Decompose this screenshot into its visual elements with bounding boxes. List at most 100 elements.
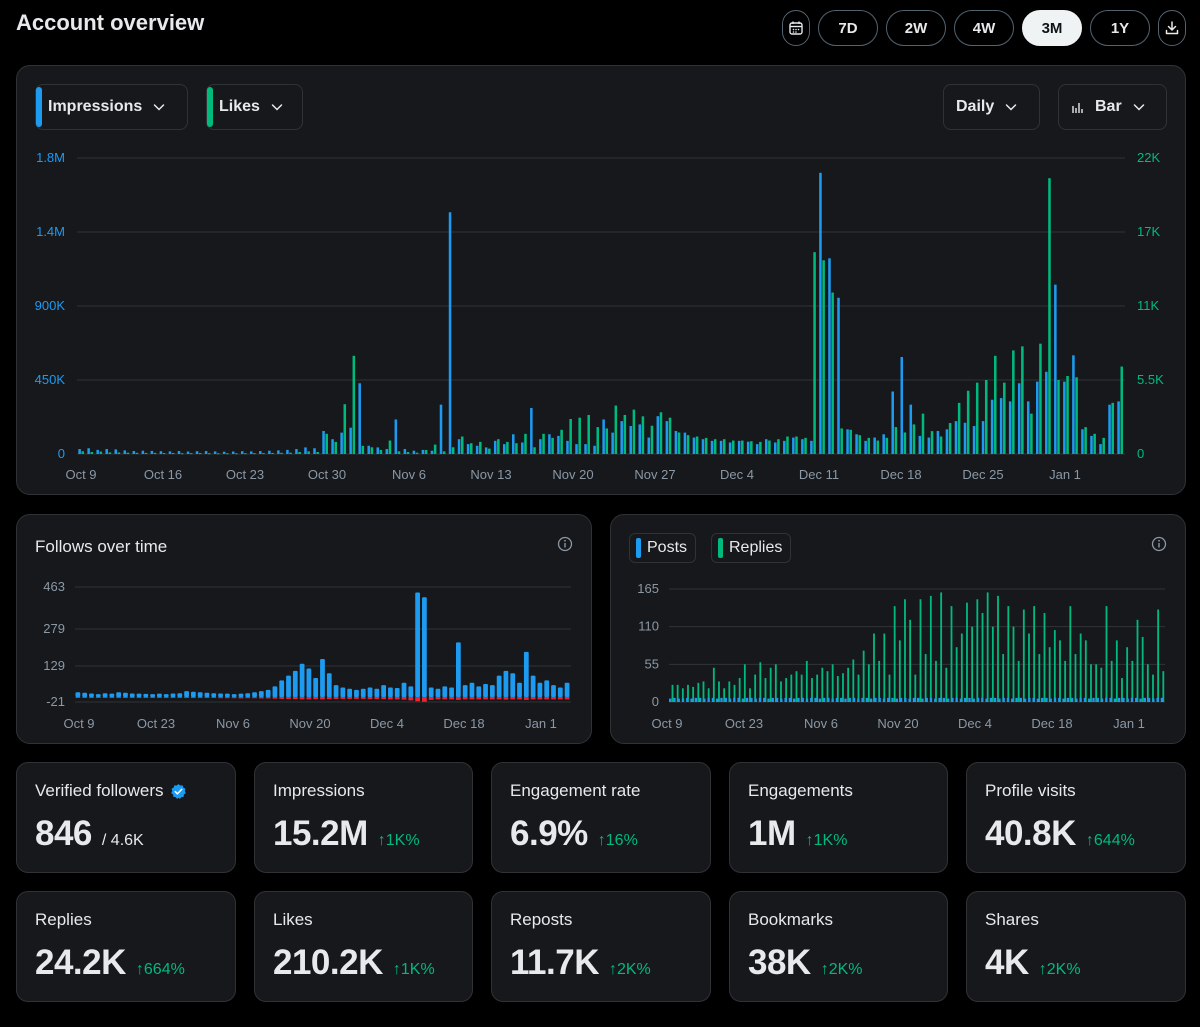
replies-bar (1162, 671, 1165, 702)
range-3m-button[interactable]: 3M (1022, 10, 1082, 46)
replies-bar (1090, 664, 1092, 702)
follows-bar (354, 689, 359, 698)
x-tick-label: Oct 23 (226, 467, 264, 482)
unfollows-bar (326, 697, 332, 700)
impressions-bar (177, 451, 181, 454)
follows-bar (313, 678, 319, 698)
card-engagement-rate[interactable]: Engagement rate 6.9% ↑16% (491, 762, 711, 873)
unfollows-bar (367, 697, 373, 700)
likes-bar (686, 435, 690, 454)
range-7d-button[interactable]: 7D (818, 10, 878, 46)
unfollows-bar (401, 697, 407, 700)
card-label: Verified followers (35, 781, 164, 800)
replies-bar (893, 606, 896, 702)
card-bookmarks[interactable]: Bookmarks 38K ↑2K% (729, 891, 948, 1002)
follows-bar (503, 670, 509, 698)
range-4w-button[interactable]: 4W (954, 10, 1014, 46)
calendar-icon[interactable] (782, 10, 810, 46)
likes-bar (1030, 413, 1033, 454)
card-label: Reposts (510, 910, 573, 929)
posts-bar (763, 697, 766, 702)
likes-bar (515, 443, 518, 454)
legend-replies[interactable]: Replies (711, 533, 792, 563)
follows-bar (177, 693, 183, 698)
y-right-tick-label: 22K (1137, 150, 1160, 165)
impressions-likes-chart: 0 0 450K 5.5K 900K 11K 1.4M 17K 1.8M 22K Oct 9 Oct … (35, 150, 1164, 482)
legend-posts[interactable]: Posts (629, 533, 697, 563)
card-replies[interactable]: Replies 24.2K ↑664% (16, 891, 236, 1002)
info-icon[interactable] (557, 536, 573, 552)
chart-type-selector[interactable]: Bar (1058, 84, 1167, 130)
replies-bar (1022, 609, 1025, 702)
posts-bar (946, 698, 950, 702)
likes-bar (180, 453, 184, 455)
info-icon[interactable] (1151, 536, 1167, 552)
posts-bar (1045, 697, 1048, 702)
card-impressions[interactable]: Impressions 15.2M ↑1K% (254, 762, 473, 873)
card-verified-followers[interactable]: Verified followers 846 / 4.6K (16, 762, 236, 873)
likes-bar (569, 419, 572, 454)
follows-bar (442, 686, 448, 698)
x-tick-label: Dec 18 (880, 467, 921, 482)
y-left-tick-label: 0 (58, 446, 65, 461)
card-profile-visits[interactable]: Profile visits 40.8K ↑644% (966, 762, 1186, 873)
card-change: ↑2K% (1038, 961, 1081, 978)
likes-bar (768, 440, 771, 454)
metric-a-selector[interactable]: Impressions (35, 84, 188, 130)
impressions-bar (304, 447, 307, 454)
impressions-bar (692, 437, 696, 454)
impressions-bar (123, 450, 127, 454)
impressions-bar (548, 434, 551, 454)
follows-bar (401, 682, 407, 698)
card-label: Engagements (748, 781, 853, 800)
unfollows-bar (279, 697, 285, 699)
posts-bar (703, 698, 706, 702)
posts-bar (827, 697, 830, 702)
likes-bar (1048, 178, 1051, 454)
likes-bar (551, 437, 554, 454)
likes-bar (840, 428, 843, 454)
follows-bar (170, 693, 176, 698)
card-likes[interactable]: Likes 210.2K ↑1K% (254, 891, 473, 1002)
card-engagements[interactable]: Engagements 1M ↑1K% (729, 762, 948, 873)
posts-bar (1147, 697, 1151, 702)
impressions-bar (222, 451, 226, 454)
impressions-bar (1045, 371, 1048, 454)
posts-bar (1015, 697, 1018, 702)
likes-bar (460, 436, 464, 454)
likes-bar (894, 427, 898, 454)
impressions-bar (313, 448, 316, 454)
follows-bar (496, 675, 502, 698)
impressions-bar (512, 434, 515, 454)
likes-bar (641, 416, 645, 454)
posts-bar (1122, 697, 1125, 702)
impressions-bar (1008, 401, 1012, 454)
unfollows-bar (530, 697, 536, 700)
card-label: Profile visits (985, 781, 1076, 800)
impressions-bar (801, 439, 804, 454)
likes-bar (1021, 346, 1024, 454)
follows-bar (469, 682, 475, 698)
unfollows-bar (469, 697, 475, 700)
likes-bar (198, 453, 202, 455)
replies-bar (1136, 619, 1139, 702)
impressions-bar (1099, 444, 1102, 454)
follows-bar (422, 597, 427, 698)
replies-bar (1012, 626, 1015, 702)
y-right-tick-label: 0 (1137, 446, 1144, 461)
card-reposts[interactable]: Reposts 11.7K ↑2K% (491, 891, 711, 1002)
replies-bar (1146, 664, 1149, 702)
replies-bar (723, 688, 726, 702)
likes-bar (876, 440, 880, 454)
range-2w-button[interactable]: 2W (886, 10, 946, 46)
likes-bar (732, 440, 735, 454)
likes-bar (171, 452, 175, 454)
metric-b-selector[interactable]: Likes (206, 84, 303, 130)
range-1y-button[interactable]: 1Y (1090, 10, 1150, 46)
replies-bar (826, 671, 829, 702)
x-tick-label: Jan 1 (1113, 716, 1145, 731)
granularity-selector[interactable]: Daily (943, 84, 1040, 130)
download-icon[interactable] (1158, 10, 1186, 46)
replies-bar (692, 686, 695, 702)
card-shares[interactable]: Shares 4K ↑2K% (966, 891, 1186, 1002)
